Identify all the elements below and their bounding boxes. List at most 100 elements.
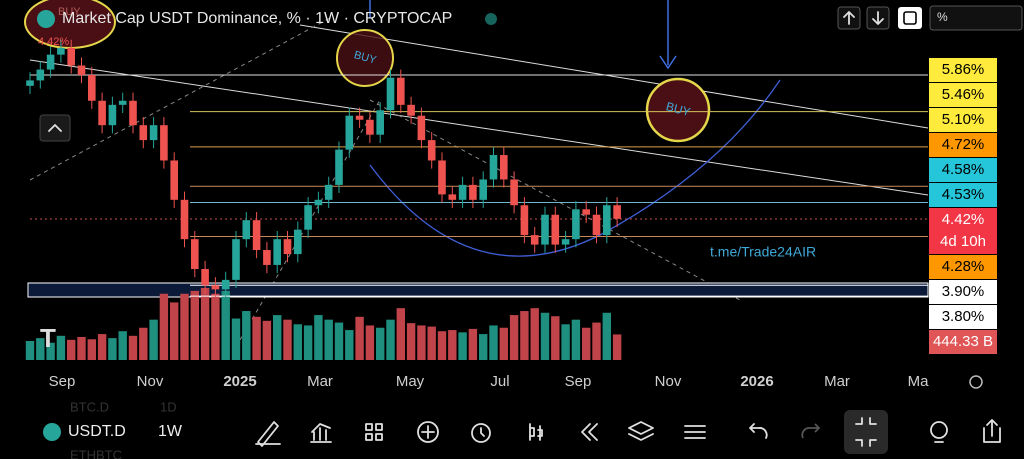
price-tag-text: 4.72% — [942, 136, 985, 153]
interval[interactable]: 1W — [158, 423, 183, 440]
layers[interactable] — [628, 421, 654, 441]
volume-bar — [118, 331, 127, 360]
candle-body — [46, 54, 55, 70]
scale-input[interactable] — [929, 5, 1023, 31]
price-tag — [929, 83, 997, 107]
volume-bar — [509, 315, 519, 360]
indicators[interactable] — [310, 423, 332, 443]
volume-bar — [437, 331, 447, 360]
candle-body — [355, 115, 364, 120]
price-tag-text: 4.28% — [942, 258, 985, 275]
header: BUY Market Cap USDT Dominance, % · 1W · … — [37, 5, 1023, 389]
volume-bar — [159, 293, 169, 360]
volume-bar — [396, 308, 405, 360]
candle-body — [211, 285, 220, 290]
volume-bar — [293, 324, 302, 360]
watermark: t.me/Trade24AIR — [710, 244, 816, 260]
candle-body — [613, 205, 621, 219]
candle-body — [582, 209, 590, 215]
price-tag — [929, 158, 997, 182]
volume-bar — [324, 319, 333, 360]
settings[interactable] — [969, 375, 983, 389]
candle-body — [479, 179, 487, 200]
price-tag — [929, 280, 997, 304]
time-label: Ma — [908, 373, 929, 390]
price-tag-text: 444.33 B — [933, 333, 993, 350]
volume-bar — [386, 319, 395, 360]
candle-body — [263, 250, 271, 265]
volume-bar — [303, 325, 313, 360]
volume-bar — [108, 338, 117, 360]
candle-body — [417, 115, 426, 141]
templates[interactable] — [365, 423, 383, 441]
logo: T — [40, 323, 56, 353]
price-tag — [929, 183, 997, 207]
price-tag-text: 4.58% — [942, 161, 985, 178]
ghost-text: ETHBTC — [70, 447, 122, 459]
time-label: Sep — [565, 373, 592, 390]
ghost-text: BTC.D — [70, 399, 109, 414]
time-label: Mar — [824, 373, 850, 390]
price-tag-text: 5.86% — [942, 61, 985, 78]
candle-body — [427, 140, 436, 161]
volume-bar — [149, 319, 158, 360]
candle-body — [26, 80, 34, 86]
volume-bar — [314, 315, 323, 360]
ideas[interactable] — [930, 421, 948, 439]
volume-bar — [87, 339, 96, 360]
settings-tool[interactable] — [684, 425, 706, 439]
volume-bar — [458, 332, 467, 360]
price-tag — [929, 58, 997, 82]
volume-bar — [406, 323, 416, 360]
candle-body — [551, 214, 560, 245]
buy-label: BUY — [664, 99, 691, 119]
volume-bar — [211, 293, 220, 360]
price-tag — [929, 208, 997, 254]
volume-bar — [221, 290, 230, 360]
candle-body — [314, 199, 323, 206]
candle-body — [201, 269, 209, 286]
replay[interactable] — [581, 423, 598, 441]
fit-button[interactable] — [898, 7, 922, 29]
candle-body — [458, 184, 467, 200]
volume-bar — [376, 327, 385, 360]
alert[interactable] — [471, 423, 491, 443]
candle-body — [108, 104, 117, 126]
add[interactable] — [417, 421, 439, 443]
volume-bar — [551, 316, 560, 360]
candle-body — [438, 160, 446, 195]
time-label: Mar — [307, 373, 333, 390]
price-tag — [929, 330, 997, 354]
volume-bar — [170, 302, 179, 360]
candle-body — [252, 220, 261, 251]
volume-bar — [200, 288, 210, 360]
time-label: Nov — [655, 373, 682, 390]
symbol[interactable]: USDT.D — [68, 423, 126, 440]
candle-body — [283, 239, 292, 255]
volume-bar — [56, 335, 66, 360]
collapse-button[interactable] — [39, 114, 71, 142]
volume-bar — [355, 316, 364, 360]
candle-body — [366, 119, 374, 135]
price-tag-text: 5.46% — [942, 86, 985, 103]
buy-label: BUY — [353, 49, 379, 67]
redo[interactable] — [801, 423, 821, 439]
volume-bar — [365, 325, 375, 360]
price-tag — [929, 305, 997, 329]
volume-bar — [252, 316, 261, 360]
chart-type[interactable] — [529, 423, 543, 441]
volume-bar — [489, 325, 498, 360]
volume-bar — [582, 327, 591, 360]
undo[interactable] — [749, 423, 768, 439]
plot: 5.86% 5.46% 5.10% 4.72% 4.58% 4.53% 4.42% 4d 10… — [25, 39, 997, 390]
draw-tool[interactable] — [255, 421, 281, 447]
fullscreen[interactable] — [844, 410, 888, 454]
badge: BUY — [58, 6, 81, 18]
share[interactable] — [983, 419, 1001, 443]
volume-bar — [612, 334, 622, 360]
ghost-text: 1D — [160, 399, 177, 414]
volume-bar — [571, 319, 581, 360]
candle-body — [530, 235, 539, 245]
candle-body — [170, 160, 178, 200]
